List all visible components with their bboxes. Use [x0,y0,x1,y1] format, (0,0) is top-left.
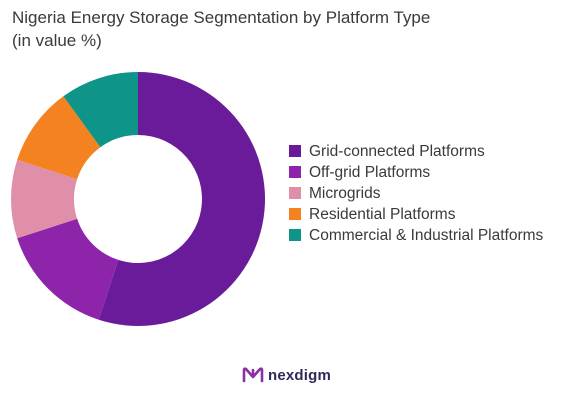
legend-label: Residential Platforms [309,206,456,223]
nexdigm-logo-icon [242,367,264,383]
slice-grid-connected [98,72,265,327]
brand-name: nexdigm [267,366,332,384]
slice-microgrids [10,159,78,239]
chart-title-line1: Nigeria Energy Storage Segmentation by P… [12,8,431,27]
chart-title: Nigeria Energy Storage Segmentation by P… [12,6,430,52]
slice-residential [17,96,101,180]
chart-legend: Grid-connected Platforms Off-grid Platfo… [289,141,559,246]
legend-swatch [289,145,301,157]
donut-slices [10,72,265,327]
legend-item-commercial-industrial: Commercial & Industrial Platforms [289,225,559,246]
chart-title-line2: (in value %) [12,31,102,50]
legend-label: Grid-connected Platforms [309,143,485,160]
slice-off-grid [17,218,119,320]
legend-swatch [289,208,301,220]
legend-label: Commercial & Industrial Platforms [309,227,544,244]
legend-swatch [289,229,301,241]
legend-swatch [289,166,301,178]
slice-commercial-industrial [63,72,138,148]
legend-item-microgrids: Microgrids [289,183,559,204]
legend-item-grid-connected: Grid-connected Platforms [289,141,559,162]
legend-swatch [289,187,301,199]
footer-brand: nexdigm [0,366,573,384]
legend-item-off-grid: Off-grid Platforms [289,162,559,183]
legend-item-residential: Residential Platforms [289,204,559,225]
legend-label: Microgrids [309,185,381,202]
legend-label: Off-grid Platforms [309,164,431,181]
